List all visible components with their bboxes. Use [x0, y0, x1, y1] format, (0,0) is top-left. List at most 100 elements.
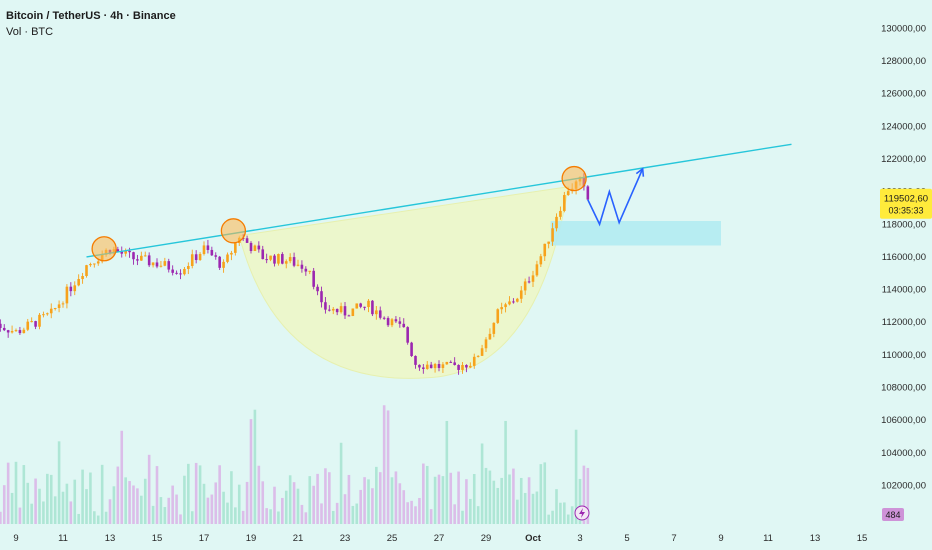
volume-bar: [578, 478, 582, 524]
time-tick-label: 19: [246, 533, 257, 544]
volume-bar: [563, 502, 566, 524]
volume-bar: [367, 479, 370, 524]
volume-bar: [143, 478, 147, 524]
volume-bar: [198, 465, 202, 524]
candle-body: [441, 364, 445, 368]
volume-bar: [461, 510, 464, 524]
volume-bar: [10, 492, 14, 524]
candle-body: [284, 261, 288, 264]
time-tick-label: 9: [13, 533, 18, 544]
volume-bar: [171, 485, 174, 524]
volume-bar: [469, 498, 472, 524]
volume-bar: [296, 488, 300, 524]
volume-bar: [551, 510, 554, 524]
volume-bar: [46, 473, 49, 524]
projection-path[interactable]: [587, 168, 644, 227]
volume-bar: [433, 476, 437, 524]
symbol-title[interactable]: Bitcoin / TetherUS · 4h · Binance: [6, 10, 176, 22]
time-tick-label: 15: [857, 533, 868, 544]
volume-bar: [453, 504, 456, 524]
chart-legend: Bitcoin / TetherUS · 4h · Binance Vol · …: [6, 8, 176, 40]
time-axis[interactable]: 9 11 13 15 17 19 21 23 25 27 29 Oct 3 5 7 9 11 13 15: [13, 533, 867, 544]
candle-body: [190, 254, 194, 266]
candle-body: [143, 255, 147, 257]
time-tick-label: 27: [434, 533, 445, 544]
volume-bar: [167, 497, 171, 524]
volume-bar: [269, 509, 272, 524]
candle-body: [218, 256, 221, 268]
price-tick-label: 114000,00: [882, 285, 926, 296]
volume-bar: [253, 409, 257, 524]
volume-bar: [155, 466, 159, 524]
candle-body: [563, 195, 566, 211]
candle-body: [194, 254, 198, 261]
candle-body: [120, 251, 124, 254]
volume-bar: [230, 471, 233, 524]
candle-body: [429, 364, 433, 369]
volume-bar: [429, 509, 433, 524]
volume-bar: [65, 483, 69, 524]
volume-bar: [265, 508, 268, 524]
candle-body: [539, 256, 543, 265]
candle-body: [472, 356, 476, 366]
volume-bar: [394, 471, 398, 524]
candle-body: [288, 257, 292, 262]
resistance-trendline[interactable]: [86, 143, 792, 258]
candle-body: [418, 364, 421, 368]
candle-body: [535, 264, 539, 276]
candle-body: [245, 238, 249, 243]
candle-body: [367, 300, 370, 308]
candle-body: [0, 323, 2, 328]
candle-body: [81, 275, 84, 280]
volume-bar: [378, 472, 382, 524]
volume-bar: [390, 477, 394, 524]
candle-body: [406, 327, 409, 343]
candle-body: [339, 306, 343, 313]
price-tick-label: 116000,00: [882, 252, 926, 263]
volume-bar: [257, 465, 261, 524]
projection-layer[interactable]: [587, 167, 645, 227]
candle-body: [155, 262, 159, 267]
volume-label[interactable]: Vol · BTC: [6, 26, 54, 38]
candle-body: [371, 300, 374, 315]
candle-body: [504, 304, 507, 308]
candle-body: [171, 269, 174, 273]
time-tick-label: 23: [340, 533, 351, 544]
candle-body: [61, 303, 65, 305]
volume-bar: [457, 471, 460, 524]
candle-body: [445, 361, 449, 365]
volume-bar: [241, 510, 245, 524]
volume-bar: [49, 474, 53, 524]
price-axis[interactable]: 130000,00 128000,00 126000,00 124000,00 1220…: [881, 23, 926, 491]
time-tick-label: 15: [152, 533, 163, 544]
volume-bar: [136, 488, 139, 524]
volume-bar: [382, 405, 386, 524]
volume-bar: [234, 507, 237, 524]
candle-body: [324, 302, 327, 310]
candle-body: [586, 186, 590, 200]
volume-bar: [0, 511, 2, 524]
candle-body: [222, 261, 225, 268]
volume-bar: [210, 494, 214, 524]
candle-body: [422, 367, 425, 369]
candle-countdown: 03:35:33: [888, 206, 923, 216]
volume-bar: [543, 462, 547, 524]
candle-body: [320, 291, 323, 303]
volume-bar: [77, 513, 80, 524]
candle-body: [331, 308, 335, 311]
candle-body: [22, 329, 26, 334]
candle-body: [136, 259, 139, 261]
volume-bar: [328, 472, 331, 524]
candle-body: [312, 270, 315, 287]
candle-body: [394, 319, 398, 322]
candle-body: [343, 306, 347, 316]
volume-bar: [465, 479, 468, 524]
trendline-layer[interactable]: [86, 143, 792, 258]
volume-bar: [351, 505, 355, 524]
candle-body: [277, 254, 280, 264]
candle-body: [269, 255, 272, 260]
candle-body: [265, 259, 268, 261]
touch-markers-layer: [91, 165, 587, 262]
